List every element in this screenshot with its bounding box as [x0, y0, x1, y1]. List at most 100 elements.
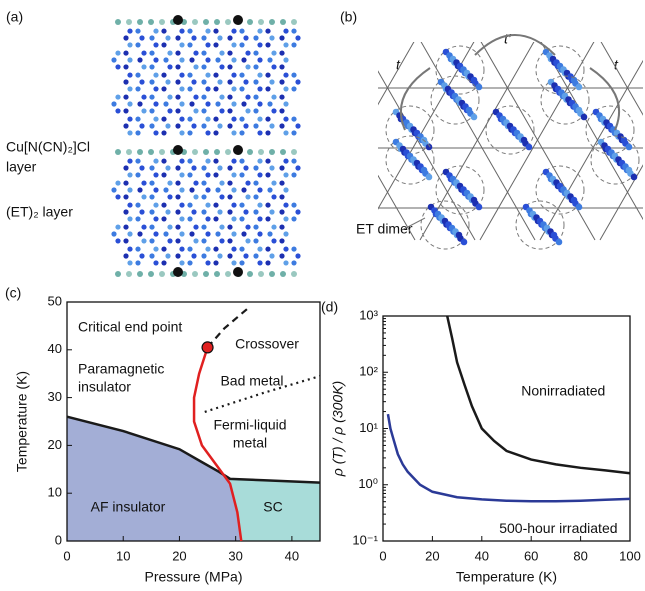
atom	[258, 19, 264, 25]
atom	[141, 194, 147, 200]
region-label: Paramagnetic	[78, 361, 164, 377]
atom	[179, 172, 185, 178]
atom	[135, 202, 141, 208]
atom	[279, 194, 285, 200]
hopping-arrow	[589, 67, 620, 131]
atom	[253, 238, 259, 244]
atom	[425, 173, 433, 181]
atom	[141, 64, 147, 70]
atom	[189, 57, 195, 63]
atom	[153, 116, 159, 122]
atom	[291, 130, 297, 136]
y-tick-label: 40	[48, 341, 62, 356]
atom	[175, 224, 181, 230]
atom	[213, 28, 219, 34]
atom	[279, 64, 285, 70]
atom	[215, 57, 221, 63]
atom	[265, 216, 271, 222]
atom	[279, 123, 285, 129]
lattice-line	[540, 42, 643, 221]
atom	[231, 158, 237, 164]
curve	[66, 415, 321, 484]
atom	[205, 57, 211, 63]
atom	[187, 130, 193, 136]
atom	[137, 19, 143, 25]
atom	[123, 79, 129, 85]
atom	[201, 253, 207, 259]
atom	[231, 28, 237, 34]
atom	[283, 116, 289, 122]
atom	[257, 101, 263, 107]
atom	[225, 149, 231, 155]
atom	[227, 108, 233, 114]
atom	[187, 172, 193, 178]
atom	[219, 64, 225, 70]
atom	[205, 42, 211, 48]
atom	[161, 216, 167, 222]
atom	[239, 116, 245, 122]
dimer-site	[430, 75, 480, 125]
atom	[161, 158, 167, 164]
lattice-line	[599, 164, 643, 241]
atom	[245, 194, 251, 200]
atom	[153, 202, 159, 208]
atom	[243, 253, 249, 259]
atom	[205, 172, 211, 178]
atom	[175, 108, 181, 114]
atom	[231, 42, 237, 48]
atom	[167, 64, 173, 70]
hopping-label: t	[614, 57, 619, 73]
atom	[137, 231, 143, 237]
y-tick-label: 50	[48, 293, 62, 308]
atom	[253, 35, 259, 41]
y-tick-label: 10¹	[359, 420, 378, 435]
atom	[267, 231, 273, 237]
y-tick-label: 10³	[359, 307, 378, 322]
atom	[225, 19, 231, 25]
atom	[126, 19, 132, 25]
atom	[233, 15, 243, 25]
x-tick-label: 80	[573, 548, 587, 563]
layer-label: layer	[6, 159, 37, 175]
atom	[279, 35, 285, 41]
atom	[295, 209, 301, 215]
atom	[283, 172, 289, 178]
atom	[193, 238, 199, 244]
atom	[271, 94, 277, 100]
atom	[245, 238, 251, 244]
atom	[213, 246, 219, 252]
atom	[291, 216, 297, 222]
atom	[153, 57, 159, 63]
atom	[231, 72, 237, 78]
af-region	[67, 416, 242, 541]
atom	[215, 101, 221, 107]
atom	[231, 216, 237, 222]
dimer-site	[515, 200, 565, 250]
atom	[191, 35, 197, 41]
atom	[139, 165, 145, 171]
atom	[227, 224, 233, 230]
atom	[257, 216, 263, 222]
y-tick-label: 0	[55, 532, 62, 547]
x-tick-label: 0	[63, 548, 70, 563]
atom	[167, 224, 173, 230]
atom	[115, 271, 121, 277]
atom	[465, 106, 473, 114]
atom	[265, 116, 271, 122]
atom	[213, 216, 219, 222]
layer-label: (ET)₂ layer	[6, 204, 73, 220]
atom	[153, 101, 159, 107]
atom	[279, 180, 285, 186]
atom	[175, 238, 181, 244]
atom	[269, 165, 275, 171]
atom	[239, 246, 245, 252]
atom	[215, 231, 221, 237]
atom	[295, 253, 301, 259]
atom	[141, 50, 147, 56]
atom	[283, 130, 289, 136]
atom	[149, 79, 155, 85]
atom	[187, 72, 193, 78]
atom	[265, 28, 271, 34]
atom	[193, 180, 199, 186]
atom	[153, 216, 159, 222]
